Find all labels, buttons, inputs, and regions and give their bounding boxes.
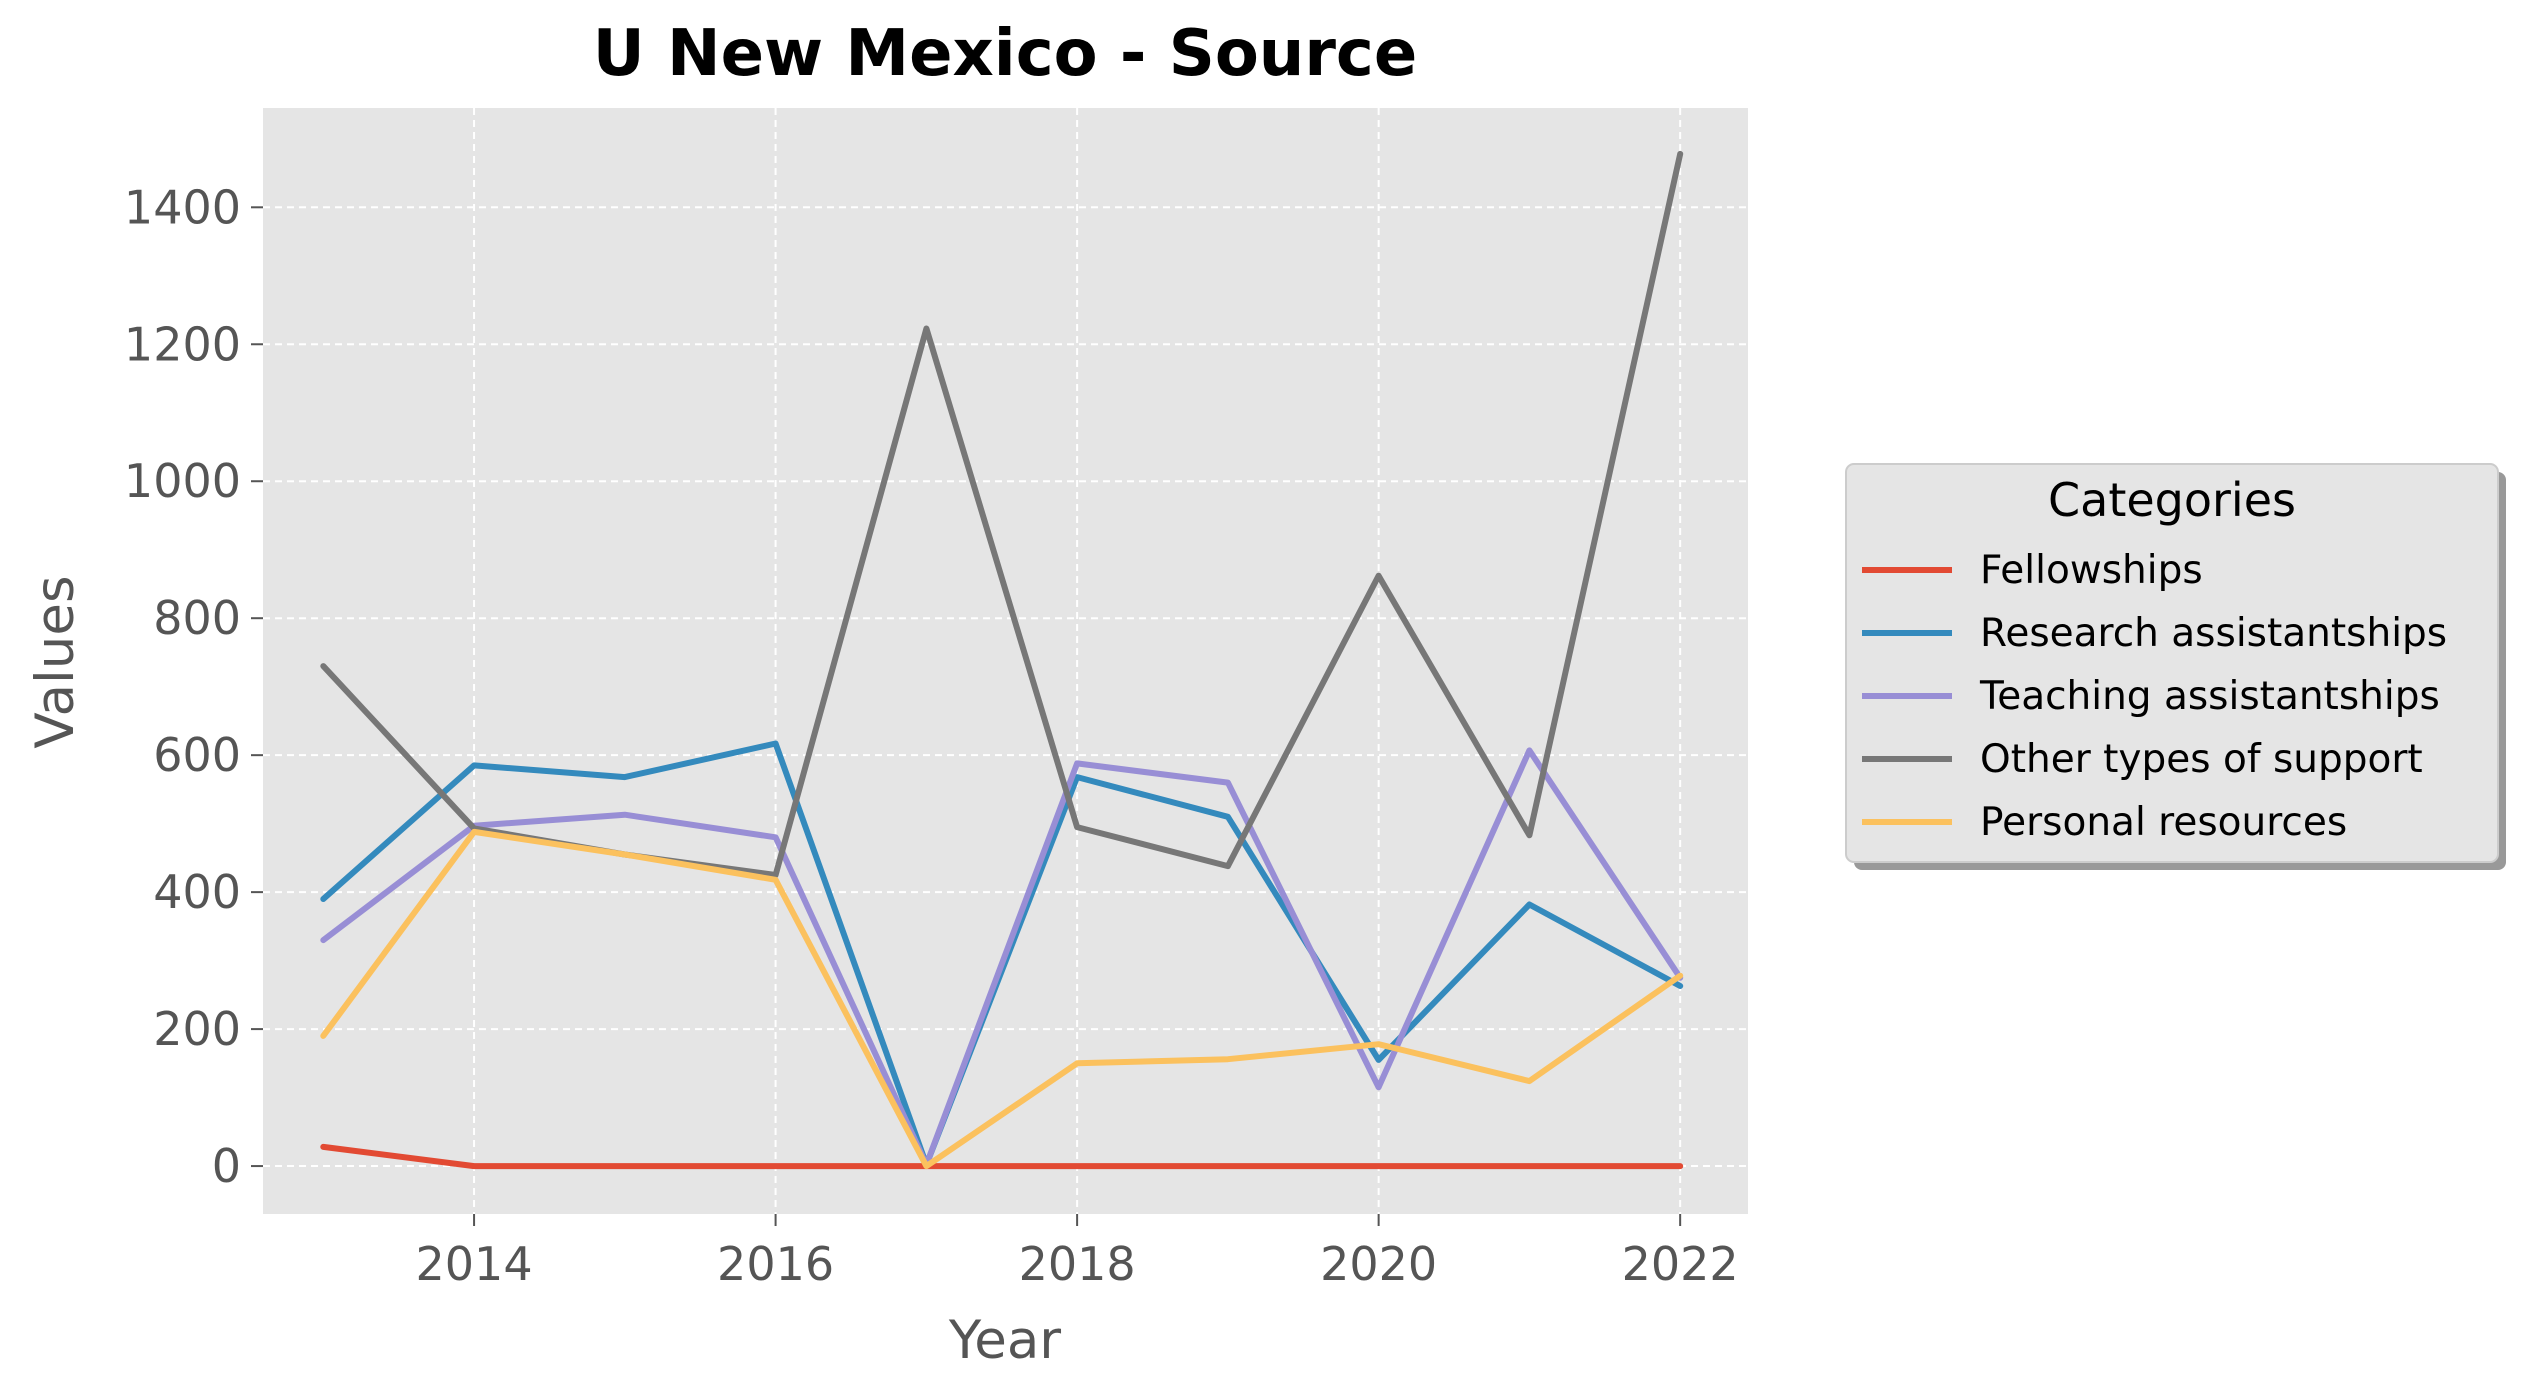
x-axis-ticks: 2014 2016 2018 2020 2022	[416, 1214, 1739, 1291]
grid-lines	[263, 108, 1748, 1214]
y-tick-label: 0	[212, 1139, 241, 1193]
series-lines	[320, 150, 1684, 1170]
y-tick-label: 200	[153, 1002, 241, 1056]
y-tick-label: 1200	[124, 317, 241, 371]
series-line-personal-resources	[320, 828, 1684, 1170]
y-axis-ticks: 0 200 400 600 800 1000 1200 1400	[124, 180, 263, 1193]
legend: Categories Fellowships Research assistant…	[1845, 463, 2506, 870]
x-tick-label: 2018	[1019, 1237, 1136, 1291]
legend-label: Other types of support	[1980, 737, 2423, 782]
y-tick-label: 400	[153, 865, 241, 919]
chart-title: U New Mexico - Source	[593, 17, 1418, 91]
plot-area	[263, 108, 1748, 1214]
y-tick-label: 600	[153, 728, 241, 782]
legend-title: Categories	[2048, 473, 2296, 527]
legend-label: Personal resources	[1980, 800, 2347, 845]
x-tick-label: 2022	[1622, 1237, 1739, 1291]
x-tick-label: 2016	[717, 1237, 834, 1291]
legend-label: Teaching assistantships	[1979, 674, 2440, 719]
y-axis-label: Values	[25, 575, 86, 748]
legend-label: Research assistantships	[1980, 611, 2447, 656]
series-line-teaching-assistantships	[320, 747, 1684, 1168]
y-tick-label: 1000	[124, 454, 241, 508]
x-axis-label: Year	[948, 1310, 1061, 1371]
legend-box	[1845, 463, 2499, 863]
x-tick-label: 2014	[416, 1237, 533, 1291]
x-tick-label: 2020	[1320, 1237, 1437, 1291]
series-line-fellowships	[320, 1143, 1684, 1170]
legend-label: Fellowships	[1980, 548, 2203, 593]
y-tick-label: 1400	[124, 180, 241, 234]
y-tick-label: 800	[153, 591, 241, 645]
legend-items: Fellowships Research assistantships Teachi…	[1862, 548, 2447, 845]
